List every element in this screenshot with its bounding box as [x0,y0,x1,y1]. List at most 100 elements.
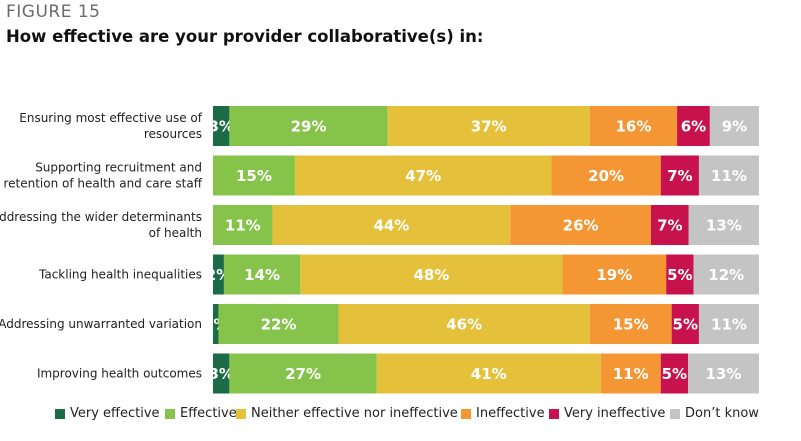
category-label-line: Improving health outcomes [37,367,202,381]
bar-segment [229,353,377,394]
bar-segment [660,353,689,394]
data-label: 26% [563,217,599,235]
bar-segment [510,205,651,245]
bar-segment [666,254,694,295]
data-label: 7% [657,217,682,235]
data-label: 19% [596,266,632,284]
data-label: 44% [373,217,409,235]
category-label: Addressing the wider determinants of heal… [0,210,202,240]
legend-label: Very ineffective [564,406,666,421]
bar-segment [213,155,295,196]
bar-segment [213,254,224,295]
bar-segment [213,205,273,245]
bar-segment [338,304,590,344]
data-label: 6% [681,118,706,136]
chart-title: How effective are your provider collabor… [6,27,484,46]
category-label-line: Addressing the wider determinants [0,210,202,224]
legend-swatch [461,408,471,419]
legend-label: Ineffective [476,406,545,421]
bar-segment [223,254,301,295]
data-label: 13% [706,217,742,235]
data-label: 48% [413,266,449,284]
data-label: 5% [662,365,687,383]
legend-item: Don’t know [670,406,759,421]
category-label: Improving health outcomes [37,367,202,381]
legend-item: Very ineffective [549,406,665,421]
data-label: 11% [711,167,747,185]
category-label: Supporting recruitment and retention of h… [3,161,202,191]
bar-segment [688,205,759,245]
bar-segment [698,155,759,196]
data-label: 20% [588,167,624,185]
legend-label: Don’t know [685,406,759,421]
data-label: 16% [615,118,651,136]
category-label-line: of health [149,226,202,240]
category-label-line: retention of health and care staff [3,177,202,191]
data-label: 3% [208,365,233,383]
legend-swatch [670,408,680,419]
bar-segment [660,155,699,196]
data-label: 47% [405,167,441,185]
bar-segment [376,353,601,394]
bar-segment [229,106,388,146]
bar-segment [671,304,699,344]
data-label: 22% [261,316,297,334]
category-label: Tackling health inequalities [38,268,202,282]
bar-segment [698,304,759,344]
bar-segment [213,353,230,394]
data-label: 27% [285,365,321,383]
category-label-line: Tackling health inequalities [38,268,202,282]
legend-label: Very effective [70,406,160,421]
category-label-line: Ensuring most effective use of [19,111,203,125]
legend-label: Effective [180,406,237,421]
data-label: 5% [667,266,692,284]
data-label: 11% [711,316,747,334]
legend-item: Ineffective [461,406,545,421]
category-label-line: Supporting recruitment and [35,161,202,175]
data-label: 41% [471,365,507,383]
bar-segment [709,106,759,146]
legend-label: Neither effective nor ineffective [251,406,458,421]
data-label: 3% [208,118,233,136]
data-label: 12% [708,266,744,284]
legend-swatch [55,408,65,419]
bar-segment [600,353,661,394]
data-label: 15% [236,167,272,185]
bar-segment [300,254,563,295]
figure-label: FIGURE 15 [6,2,101,22]
bar-segment [589,304,672,344]
category-label: Ensuring most effective use of resources [19,111,203,141]
bar-segment [677,106,710,146]
bar-segment [551,155,661,196]
bar-segment [218,304,339,344]
legend-item: Neither effective nor ineffective [236,406,458,421]
data-label: 11% [613,365,649,383]
bar-segment [562,254,667,295]
legend-item: Effective [165,406,237,421]
data-label: 29% [291,118,327,136]
data-label: 46% [446,316,482,334]
category-label: Addressing unwarranted variation [0,317,202,331]
bar-segment [294,155,552,196]
bar-segment [693,254,759,295]
data-label: 11% [225,217,261,235]
bar-segment [688,353,759,394]
data-label: 5% [673,316,698,334]
legend-swatch [165,408,175,419]
bar-segment [589,106,678,146]
category-label-line: resources [144,127,202,141]
bars-group: 3% 29% 37% 16% 6% 9% 15% 47% 20% 7% 11% 11% 44% 26% 7%… [203,106,759,394]
category-labels: Ensuring most effective use of resources S… [0,111,203,381]
data-label: 13% [706,365,742,383]
bar-segment [213,106,230,146]
bar-segment [650,205,689,245]
data-label: 9% [722,118,747,136]
data-label: 15% [613,316,649,334]
stacked-bar-chart: Ensuring most effective use of resources S… [0,106,759,394]
data-label: 14% [244,266,280,284]
legend-swatch [236,408,246,419]
legend-item: Very effective [55,406,160,421]
bar-segment [272,205,511,245]
legend: Very effective Effective Neither effective… [0,406,801,428]
category-label-line: Addressing unwarranted variation [0,317,202,331]
